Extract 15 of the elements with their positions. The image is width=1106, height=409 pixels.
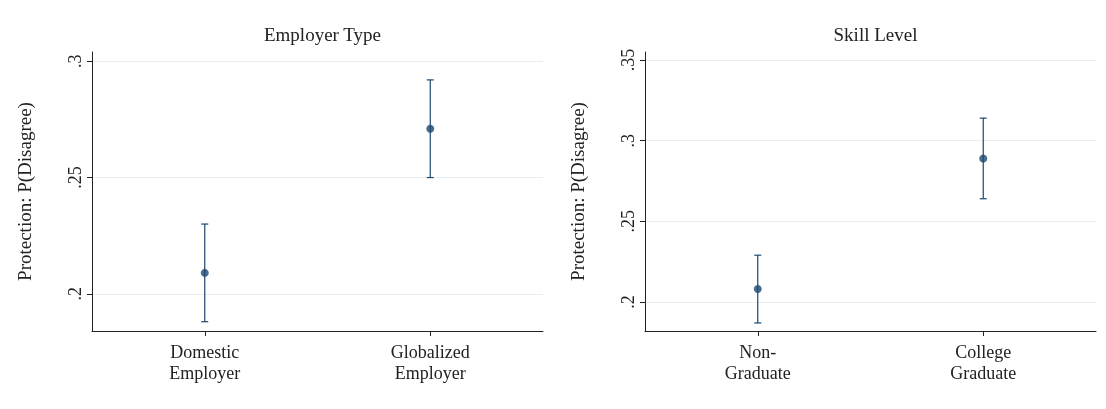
y-tick-label: .3 — [65, 54, 85, 69]
chart-title: Employer Type — [263, 24, 382, 45]
y-tick-label: .35 — [618, 48, 638, 72]
chart-title: Skill Level — [833, 24, 918, 45]
y-tick-label: .2 — [65, 287, 85, 301]
y-tick-label: .25 — [618, 210, 638, 233]
y-tick-label: .25 — [65, 166, 85, 189]
y-tick-label: .3 — [618, 133, 638, 148]
x-tick-label: Domestic Employer — [169, 341, 241, 383]
y-tick-label: .2 — [618, 295, 638, 309]
x-tick-label: Non- Graduate — [724, 341, 791, 383]
x-tick-label: College Graduate — [950, 341, 1017, 383]
y-axis-title: Protection: P(Disagree) — [567, 102, 589, 281]
x-tick-label: Globalized Employer — [390, 341, 470, 383]
y-axis-title: Protection: P(Disagree) — [14, 102, 36, 281]
